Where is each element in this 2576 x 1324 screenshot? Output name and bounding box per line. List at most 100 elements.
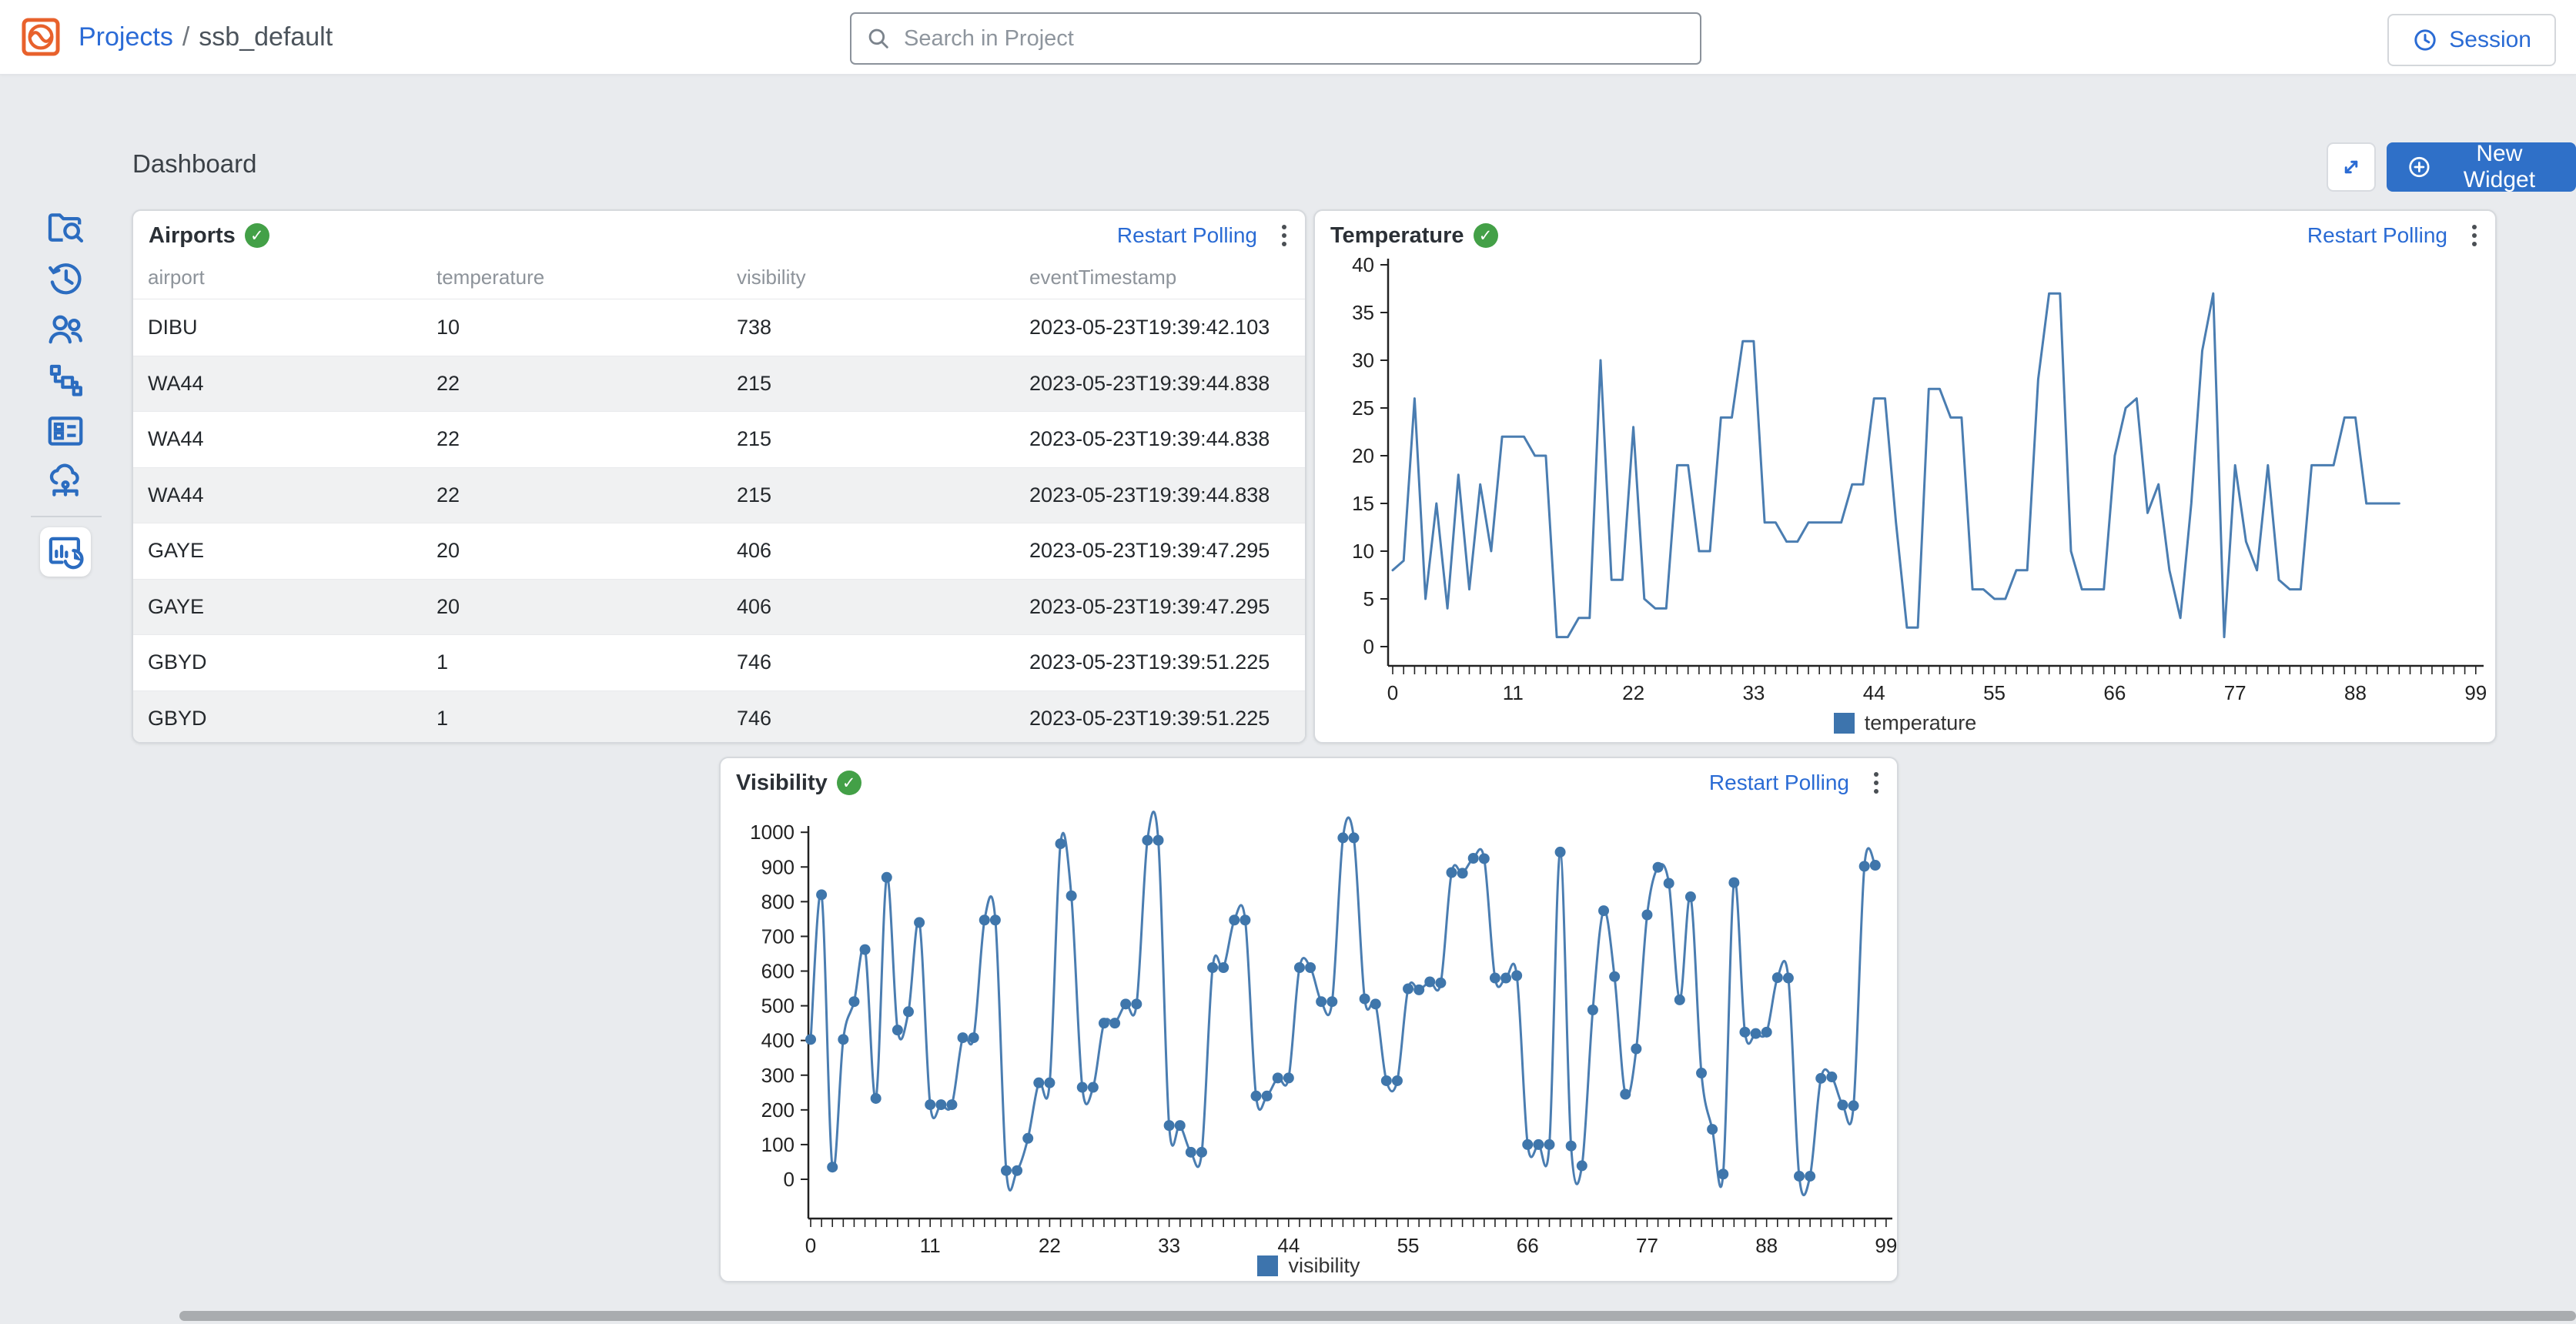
svg-text:10: 10 [1352, 540, 1374, 563]
table-cell: 20 [422, 539, 722, 563]
svg-text:15: 15 [1352, 492, 1374, 515]
svg-text:44: 44 [1863, 681, 1885, 704]
page-title: Dashboard [132, 149, 256, 179]
table-row: GBYD17462023-05-23T19:39:51.225 [133, 634, 1305, 690]
table-row: DIBU107382023-05-23T19:39:42.103 [133, 299, 1305, 356]
widget-visibility: Visibility ✓ Restart Polling 01002003004… [719, 757, 1899, 1282]
table-cell: 22 [422, 483, 722, 507]
session-button[interactable]: Session [2387, 14, 2556, 66]
table-cell: 2023-05-23T19:39:47.295 [1015, 595, 1305, 619]
svg-text:0: 0 [1363, 635, 1374, 658]
svg-text:77: 77 [2224, 681, 2246, 704]
breadcrumb-projects-link[interactable]: Projects [79, 22, 173, 52]
clock-icon [2412, 27, 2438, 53]
sidebar-item-users[interactable] [40, 306, 91, 353]
widget-temperature: Temperature ✓ Restart Polling 0510152025… [1313, 209, 2497, 744]
table-cell: 2023-05-23T19:39:44.838 [1015, 427, 1305, 451]
table-row: GAYE204062023-05-23T19:39:47.295 [133, 579, 1305, 635]
widget-header: Airports ✓ Restart Polling [133, 211, 1305, 256]
svg-text:88: 88 [2344, 681, 2367, 704]
svg-text:5: 5 [1363, 587, 1374, 610]
table-cell: 215 [722, 372, 1015, 396]
column-header: airport [133, 266, 422, 289]
widget-airports: Airports ✓ Restart Polling airporttemper… [132, 209, 1306, 744]
session-label: Session [2449, 27, 2531, 53]
search-icon [865, 25, 892, 52]
table-row: GAYE204062023-05-23T19:39:47.295 [133, 523, 1305, 579]
breadcrumb-current-project: ssb_default [199, 22, 333, 52]
table-cell: 746 [722, 707, 1015, 731]
expand-arrows-icon [2337, 153, 2365, 181]
table-cell: 2023-05-23T19:39:51.225 [1015, 650, 1305, 674]
table-cell: GBYD [133, 707, 422, 731]
table-cell: 406 [722, 539, 1015, 563]
cloud-network-icon [45, 461, 86, 503]
search-input[interactable] [902, 25, 1686, 52]
column-header: visibility [722, 266, 1015, 289]
table-row: WA44222152023-05-23T19:39:44.838 [133, 356, 1305, 412]
sidebar-item-data-sources[interactable] [40, 459, 91, 505]
horizontal-scrollbar[interactable] [179, 1311, 2576, 1321]
history-clock-icon [45, 258, 86, 299]
svg-text:0: 0 [784, 1168, 795, 1191]
svg-text:800: 800 [761, 890, 795, 913]
sidebar [0, 74, 129, 1324]
top-bar: Projects / ssb_default Session [0, 0, 2576, 75]
plus-circle-icon [2407, 153, 2432, 181]
dashboard-chart-icon [45, 531, 86, 573]
sidebar-item-console[interactable] [40, 408, 91, 454]
table-cell: 1 [422, 650, 722, 674]
table-cell: DIBU [133, 316, 422, 339]
table-cell: 2023-05-23T19:39:51.225 [1015, 707, 1305, 731]
table-cell: 2023-05-23T19:39:47.295 [1015, 539, 1305, 563]
table-row: GBYD17462023-05-23T19:39:51.225 [133, 690, 1305, 744]
kebab-menu-icon[interactable] [1277, 220, 1291, 251]
table-cell: 746 [722, 650, 1015, 674]
visibility-line-chart: 0100200300400500600700800900100001122334… [721, 758, 1897, 1282]
svg-text:1000: 1000 [750, 821, 795, 844]
svg-text:40: 40 [1352, 253, 1374, 276]
users-icon [45, 309, 86, 350]
svg-text:66: 66 [2103, 681, 2126, 704]
svg-text:400: 400 [761, 1029, 795, 1052]
expand-dashboard-button[interactable] [2327, 142, 2376, 192]
restart-polling-link[interactable]: Restart Polling [1117, 223, 1257, 248]
widget-title: Airports [149, 223, 236, 249]
table-cell: WA44 [133, 372, 422, 396]
table-cell: 2023-05-23T19:39:44.838 [1015, 372, 1305, 396]
sidebar-item-dashboard[interactable] [40, 527, 91, 577]
sidebar-divider [31, 516, 102, 517]
svg-text:22: 22 [1622, 681, 1644, 704]
table-cell: WA44 [133, 483, 422, 507]
svg-text:100: 100 [761, 1133, 795, 1156]
search-box [850, 12, 1701, 65]
flow-tree-icon [45, 359, 86, 401]
table-cell: 215 [722, 483, 1015, 507]
sidebar-item-project-explorer[interactable] [40, 205, 91, 251]
ssb-logo-icon [20, 16, 62, 58]
temperature-line-chart: 05101520253035400112233445566778899 [1315, 211, 2495, 744]
svg-text:25: 25 [1352, 396, 1374, 420]
table-cell: 215 [722, 427, 1015, 451]
svg-text:0: 0 [1387, 681, 1398, 704]
svg-text:500: 500 [761, 995, 795, 1018]
chart-legend: temperature [1315, 711, 2495, 735]
svg-text:35: 35 [1352, 301, 1374, 324]
table-row: WA44222152023-05-23T19:39:44.838 [133, 467, 1305, 523]
svg-text:200: 200 [761, 1098, 795, 1122]
table-row: WA44222152023-05-23T19:39:44.838 [133, 411, 1305, 467]
svg-text:11: 11 [1503, 681, 1524, 704]
column-header: temperature [422, 266, 722, 289]
new-widget-button[interactable]: New Widget [2387, 142, 2576, 192]
table-cell: GBYD [133, 650, 422, 674]
chart-legend: visibility [721, 1254, 1897, 1278]
svg-text:33: 33 [1742, 681, 1765, 704]
new-widget-label: New Widget [2443, 141, 2556, 193]
svg-text:55: 55 [1983, 681, 2006, 704]
column-header: eventTimestamp [1015, 266, 1305, 289]
legend-label: temperature [1865, 711, 1977, 735]
sidebar-item-jobs-flow[interactable] [40, 357, 91, 403]
sidebar-item-history[interactable] [40, 256, 91, 302]
table-cell: GAYE [133, 595, 422, 619]
panel-grid-icon [45, 410, 86, 452]
